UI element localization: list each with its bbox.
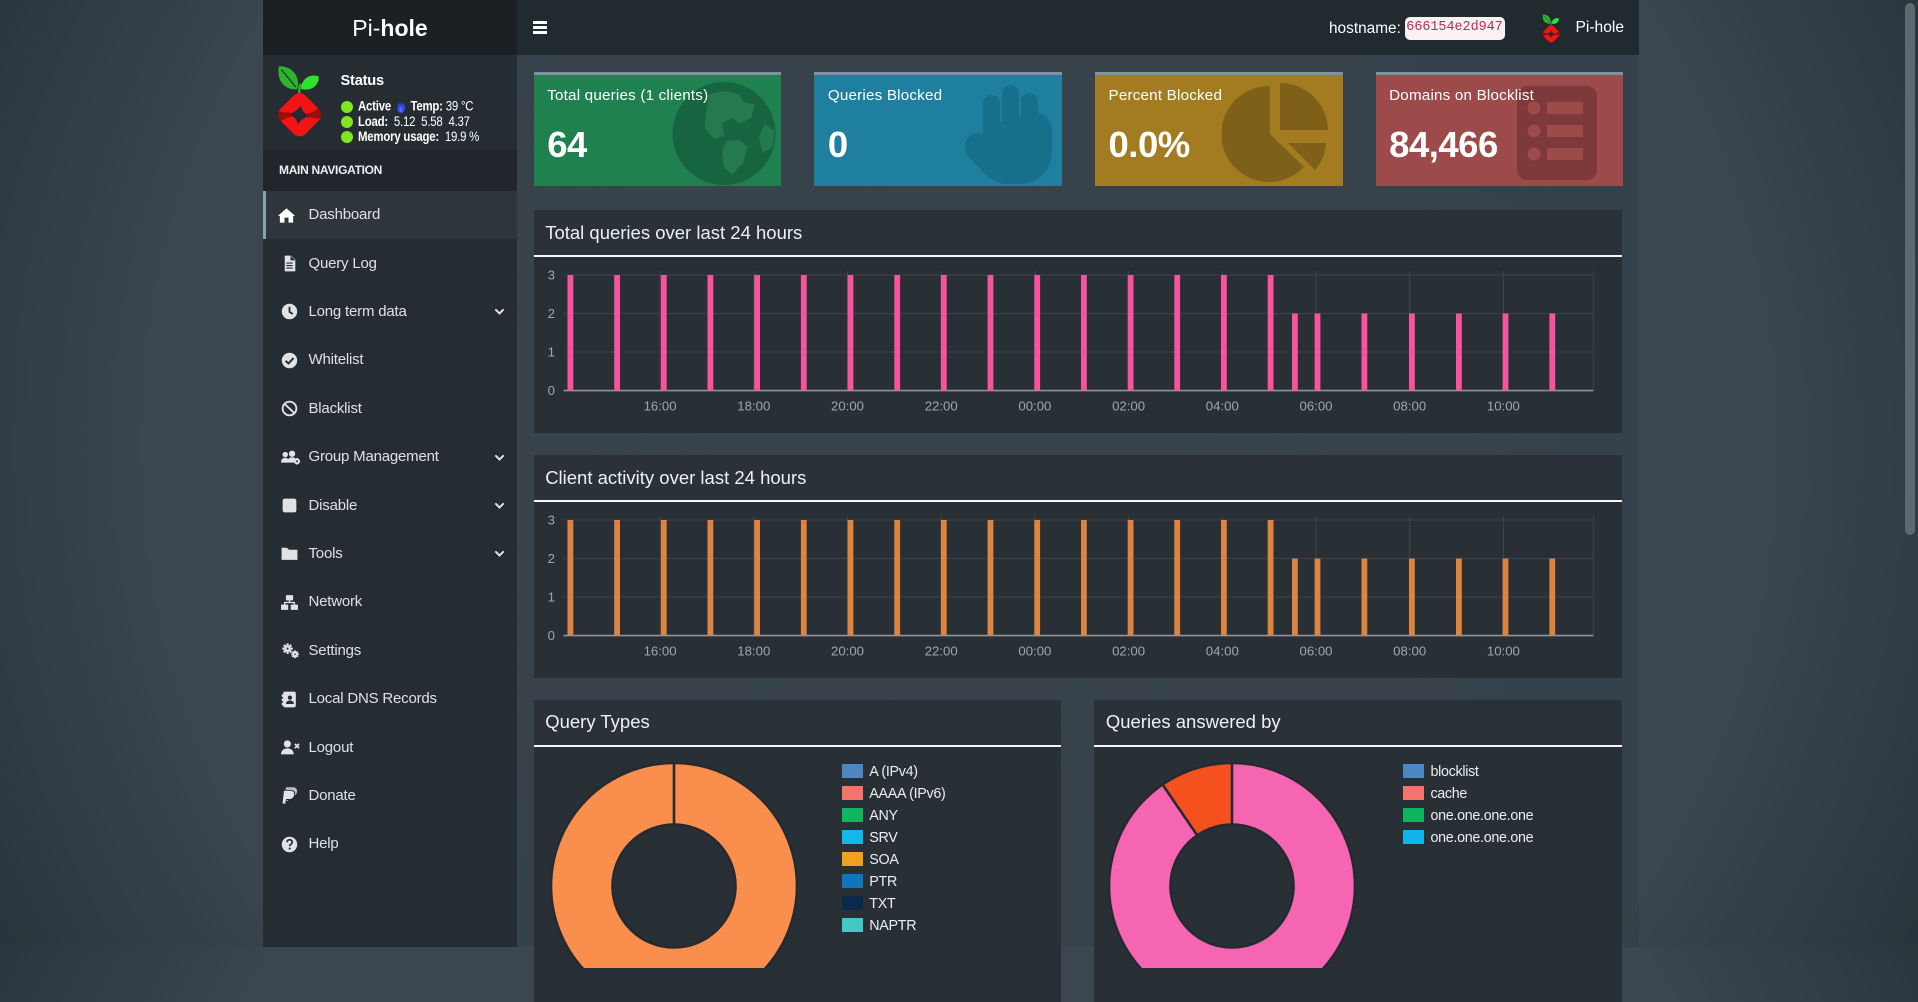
svg-text:02:00: 02:00 (1112, 643, 1145, 658)
svg-text:18:00: 18:00 (737, 643, 770, 658)
svg-text:04:00: 04:00 (1205, 398, 1238, 413)
svg-text:08:00: 08:00 (1393, 643, 1426, 658)
svg-text:2: 2 (547, 551, 554, 566)
svg-text:3: 3 (547, 512, 554, 527)
svg-text:04:00: 04:00 (1205, 643, 1238, 658)
svg-text:02:00: 02:00 (1112, 398, 1145, 413)
svg-text:00:00: 00:00 (1018, 643, 1051, 658)
svg-text:1: 1 (547, 344, 554, 359)
svg-text:22:00: 22:00 (924, 643, 957, 658)
svg-text:20:00: 20:00 (831, 398, 864, 413)
svg-text:10:00: 10:00 (1487, 398, 1520, 413)
svg-text:22:00: 22:00 (924, 398, 957, 413)
svg-text:0: 0 (547, 383, 554, 398)
svg-text:06:00: 06:00 (1299, 643, 1332, 658)
svg-text:16:00: 16:00 (643, 643, 676, 658)
svg-text:08:00: 08:00 (1393, 398, 1426, 413)
svg-text:3: 3 (547, 267, 554, 282)
svg-text:06:00: 06:00 (1299, 398, 1332, 413)
svg-text:2: 2 (547, 306, 554, 321)
svg-text:00:00: 00:00 (1018, 398, 1051, 413)
svg-text:1: 1 (547, 589, 554, 604)
svg-text:10:00: 10:00 (1487, 643, 1520, 658)
svg-text:18:00: 18:00 (737, 398, 770, 413)
svg-text:20:00: 20:00 (831, 643, 864, 658)
svg-text:0: 0 (547, 628, 554, 643)
svg-text:16:00: 16:00 (643, 398, 676, 413)
